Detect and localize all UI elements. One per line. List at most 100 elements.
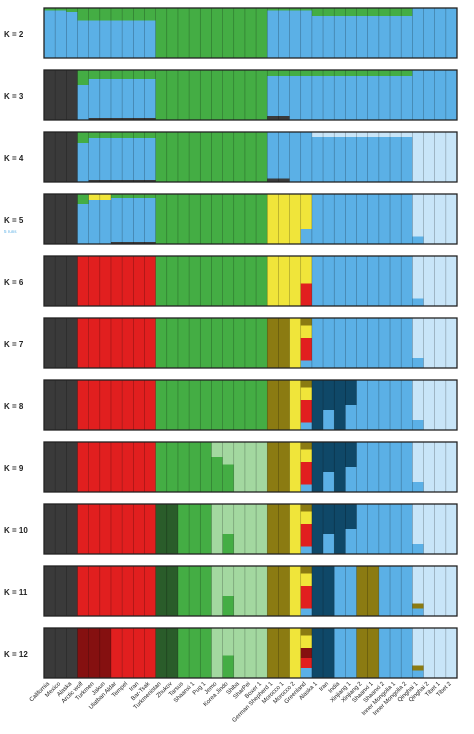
bar-segment-blue <box>401 256 413 306</box>
bar-segment-blue <box>334 256 346 306</box>
bar-segment-yellow <box>289 380 302 430</box>
bar-segment-green <box>166 70 179 120</box>
bar-segment-green <box>166 256 179 306</box>
bar-segment-blue <box>278 76 290 116</box>
bar-segment-lightblue <box>445 566 458 616</box>
bar-segment-red <box>122 442 134 492</box>
bar-segment-green <box>300 70 313 76</box>
bar-segment-green <box>200 256 212 306</box>
bar-segment-green <box>99 8 112 21</box>
bar-segment-blue <box>401 318 413 368</box>
bar-segment-blue <box>345 318 357 368</box>
bar-segment-blue <box>300 132 313 182</box>
bar-segment-olive <box>267 566 279 616</box>
bar-segment-blue <box>390 256 402 306</box>
bar-segment-blue <box>367 256 380 306</box>
bar-segment-green <box>256 8 268 58</box>
bar-segment-green <box>401 8 413 16</box>
bar-segment-red <box>99 566 112 616</box>
bar-segment-green <box>177 380 190 430</box>
panel-k11: K = 11 <box>4 565 458 617</box>
bar-segment-darkred <box>300 648 313 658</box>
bar-segment-lightblue <box>378 132 391 137</box>
bar-segment-green <box>334 70 346 76</box>
bar-segment-blue <box>367 504 380 554</box>
bar-segment-black <box>267 116 279 120</box>
bar-segment-blue <box>267 10 279 58</box>
sample-label: Iran <box>318 681 330 693</box>
bar-segment-black <box>110 118 123 120</box>
bar-segment-green <box>367 70 380 76</box>
bar-segment-green <box>390 70 402 76</box>
bar-segment-green <box>367 8 380 16</box>
bar-segment-green <box>211 318 223 368</box>
bar-segment-blue <box>133 198 145 242</box>
bar-segment-red <box>77 318 89 368</box>
bar-segment-green <box>233 318 246 368</box>
bar-segment-green <box>133 194 145 198</box>
bar-segment-blue <box>334 76 346 120</box>
bar-segment-palegreen <box>233 504 246 554</box>
bar-segment-green <box>177 318 190 368</box>
bar-segment-darkgreen <box>166 566 179 616</box>
bar-segment-palegreen <box>256 566 268 616</box>
sample-label: Iran <box>129 681 141 693</box>
bar-segment-blue <box>110 79 123 118</box>
bar-segment-darkred <box>99 628 112 678</box>
bar-segment-palegreen <box>244 442 257 492</box>
bar-segment-palegreen <box>222 628 235 656</box>
bar-segment-blue <box>311 137 324 182</box>
panel-k6: K = 6 <box>4 255 458 307</box>
bar-segment-blue <box>412 670 424 678</box>
bar-segment-blue <box>99 20 112 58</box>
bar-segment-black <box>44 504 56 554</box>
bar-segment-olive <box>267 628 279 678</box>
bar-segment-red <box>77 380 89 430</box>
bar-segment-lightblue <box>423 318 435 368</box>
bar-segment-black <box>66 256 78 306</box>
bar-segment-green <box>44 8 56 11</box>
bar-segment-green <box>222 194 235 244</box>
bar-segment-black <box>122 242 134 244</box>
bar-segment-lightblue <box>356 132 368 137</box>
bar-segment-green <box>88 132 101 138</box>
bar-segment-blue <box>77 204 89 244</box>
bar-segment-green <box>267 70 279 76</box>
bar-segment-yellow <box>300 325 313 338</box>
panel-k2: K = 2 <box>4 7 458 59</box>
bar-segment-lightblue <box>434 318 447 368</box>
bar-segment-black <box>66 194 78 244</box>
bar-segment-green <box>189 380 201 430</box>
bar-segment-palegreen <box>211 504 223 554</box>
bar-segment-black <box>122 180 134 182</box>
bar-segment-green <box>256 256 268 306</box>
bar-segment-red <box>122 566 134 616</box>
bar-segment-red <box>99 256 112 306</box>
bar-segment-blue <box>323 16 335 58</box>
bar-segment-blue <box>390 16 402 58</box>
bar-segment-black <box>55 442 67 492</box>
bar-segment-black <box>44 70 56 120</box>
bar-segment-blue <box>412 298 424 306</box>
bar-segment-blue <box>356 380 368 430</box>
bar-segment-black <box>66 380 78 430</box>
bar-segment-lightblue <box>311 132 324 137</box>
bar-segment-red <box>99 380 112 430</box>
bar-segment-olive <box>267 442 279 492</box>
bar-segment-green <box>110 8 123 21</box>
bar-segment-green <box>200 442 212 492</box>
bar-segment-yellow <box>300 511 313 524</box>
bar-segment-olive <box>367 566 380 616</box>
panel-label: K = 12 <box>4 650 28 659</box>
bar-segment-blue <box>412 358 424 368</box>
bar-segment-red <box>110 504 123 554</box>
bar-segment-yellow <box>278 194 290 244</box>
bar-segment-blue <box>390 566 402 616</box>
bar-segment-green <box>166 8 179 58</box>
bar-segment-green <box>133 132 145 138</box>
bar-segment-green <box>166 442 179 492</box>
bar-segment-blue <box>110 20 123 58</box>
bar-segment-lightblue <box>401 132 413 137</box>
bar-segment-blue <box>323 410 335 430</box>
bar-segment-black <box>110 180 123 182</box>
